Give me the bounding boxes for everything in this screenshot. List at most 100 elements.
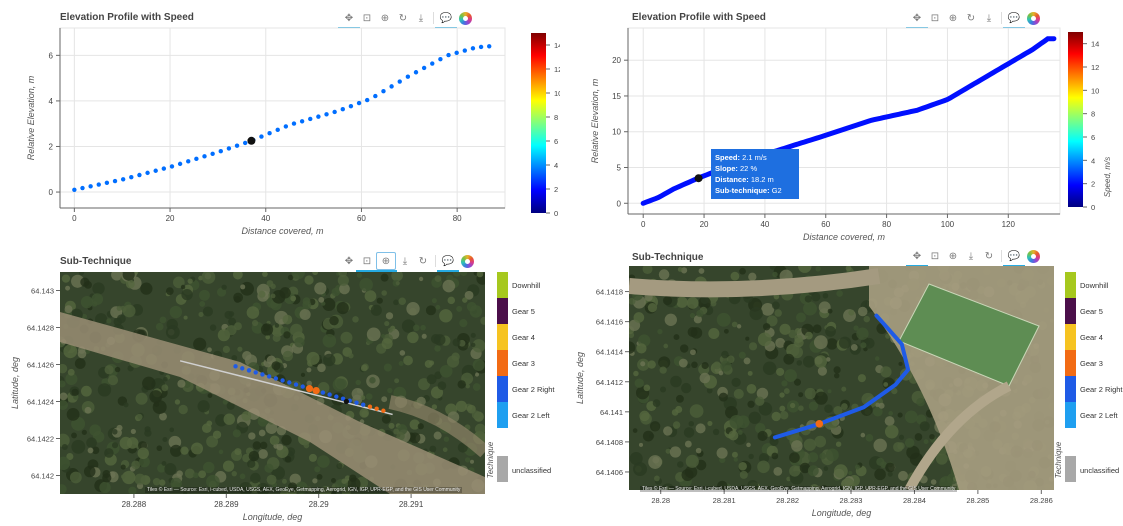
x-tick-label: 80	[882, 220, 891, 229]
y-tick-label: 64.1422	[27, 435, 54, 444]
data-point	[446, 52, 451, 58]
tree-canopy	[472, 383, 481, 391]
data-point	[80, 185, 85, 191]
x-tick-label: 28.288	[122, 500, 147, 509]
x-axis-label: Longitude, deg	[812, 508, 872, 518]
reset-icon[interactable]: ↻	[398, 12, 408, 24]
save-icon[interactable]: ⤓	[968, 250, 974, 262]
box-zoom-icon[interactable]: ⊡	[930, 12, 940, 24]
tree-canopy	[270, 293, 276, 299]
data-point	[129, 174, 134, 180]
tree-canopy	[206, 420, 213, 427]
tree-canopy	[762, 323, 771, 331]
tree-canopy	[434, 275, 442, 282]
x-axis-label: Longitude, deg	[243, 512, 303, 522]
tree-canopy	[676, 296, 688, 308]
bokeh-logo-icon[interactable]	[461, 254, 474, 268]
tree-canopy	[271, 437, 279, 445]
subtechnique-panel-left: Sub-Technique ✥ ⊡ ⊕ ⤓ ↻ 💬 28.288 28.289 28…	[0, 250, 560, 526]
x-tick-label: 120	[1002, 220, 1016, 229]
tree-canopy	[303, 442, 310, 449]
tree-canopy	[156, 445, 163, 452]
tree-canopy	[144, 429, 152, 437]
bokeh-logo-icon[interactable]	[459, 11, 472, 25]
data-point	[177, 161, 183, 167]
tree-canopy	[824, 404, 833, 413]
tree-canopy	[265, 334, 271, 340]
legend-swatch	[497, 376, 508, 402]
hover-icon[interactable]: 💬	[437, 253, 459, 272]
legend-swatch	[1065, 350, 1076, 376]
tree-canopy	[470, 332, 476, 338]
box-zoom-icon[interactable]: ⊡	[362, 12, 372, 24]
tree-canopy	[748, 342, 758, 351]
tree-canopy	[686, 297, 699, 309]
colorbar	[531, 33, 546, 213]
tree-canopy	[643, 384, 651, 392]
data-point	[153, 168, 158, 173]
data-point	[354, 400, 359, 405]
tree-canopy	[652, 456, 660, 464]
reset-icon[interactable]: ↻	[966, 12, 976, 24]
wheel-zoom-icon[interactable]: ⊕	[380, 12, 390, 24]
x-tick-label: 60	[821, 220, 830, 229]
tree-canopy	[745, 336, 750, 341]
tree-canopy	[681, 382, 692, 394]
tree-canopy	[658, 269, 670, 280]
tree-canopy	[131, 460, 141, 470]
colorbar-tick-label: 8	[554, 113, 558, 122]
tree-canopy	[771, 452, 779, 460]
chart-title: Sub-Technique	[632, 252, 704, 263]
wheel-zoom-icon[interactable]: ⊕	[948, 250, 958, 262]
tree-canopy	[814, 355, 828, 368]
data-point	[259, 134, 264, 139]
save-icon[interactable]: ⤓	[402, 255, 408, 267]
tree-canopy	[329, 315, 339, 326]
tree-canopy	[660, 386, 667, 393]
tree-canopy	[341, 478, 347, 484]
tree-canopy	[748, 272, 757, 281]
data-point	[320, 390, 326, 395]
box-zoom-icon[interactable]: ⊡	[930, 250, 940, 262]
tree-canopy	[258, 429, 266, 437]
data-point	[397, 79, 402, 84]
tree-canopy	[803, 301, 817, 316]
tree-canopy	[748, 411, 761, 424]
tree-canopy	[177, 379, 186, 388]
bokeh-logo-icon[interactable]	[1027, 249, 1040, 263]
y-tick-label: 0	[617, 199, 622, 208]
tree-canopy	[733, 457, 738, 462]
reset-icon[interactable]: ↻	[418, 255, 428, 267]
subtechnique-chart[interactable]: 28.28 28.281 28.282 28.283 28.284 28.285 28.28…	[565, 250, 1123, 526]
tree-canopy	[819, 452, 826, 460]
save-icon[interactable]: ⤓	[418, 12, 424, 24]
reset-icon[interactable]: ↻	[984, 250, 994, 262]
x-tick-label: 28.283	[840, 496, 863, 505]
save-icon[interactable]: ⤓	[986, 12, 992, 24]
tree-canopy	[155, 322, 164, 331]
box-zoom-icon[interactable]: ⊡	[356, 253, 378, 272]
tree-canopy	[365, 393, 373, 400]
tree-canopy	[435, 304, 441, 310]
tree-canopy	[388, 422, 395, 429]
colorbar-tick-label: 2	[554, 185, 558, 194]
tree-canopy	[464, 290, 474, 300]
tree-canopy	[66, 452, 74, 461]
tree-canopy	[783, 353, 795, 365]
legend-label: Gear 5	[512, 307, 535, 316]
pan-icon[interactable]: ✥	[344, 255, 354, 267]
tree-canopy	[187, 278, 193, 284]
tree-canopy	[748, 453, 754, 460]
tree-canopy	[114, 366, 121, 373]
data-point	[299, 119, 305, 124]
data-point	[96, 182, 101, 187]
tree-canopy	[657, 328, 663, 335]
bokeh-logo-icon[interactable]	[1027, 11, 1040, 25]
wheel-zoom-icon[interactable]: ⊕	[948, 12, 958, 24]
tree-canopy	[652, 399, 661, 407]
tree-canopy	[381, 414, 391, 424]
subtechnique-chart[interactable]: 28.288 28.289 28.29 28.291 64.142 64.1422 64.1…	[0, 250, 560, 526]
tree-canopy	[291, 272, 305, 280]
tree-canopy	[238, 481, 253, 494]
wheel-zoom-icon[interactable]: ⊕	[375, 252, 397, 272]
